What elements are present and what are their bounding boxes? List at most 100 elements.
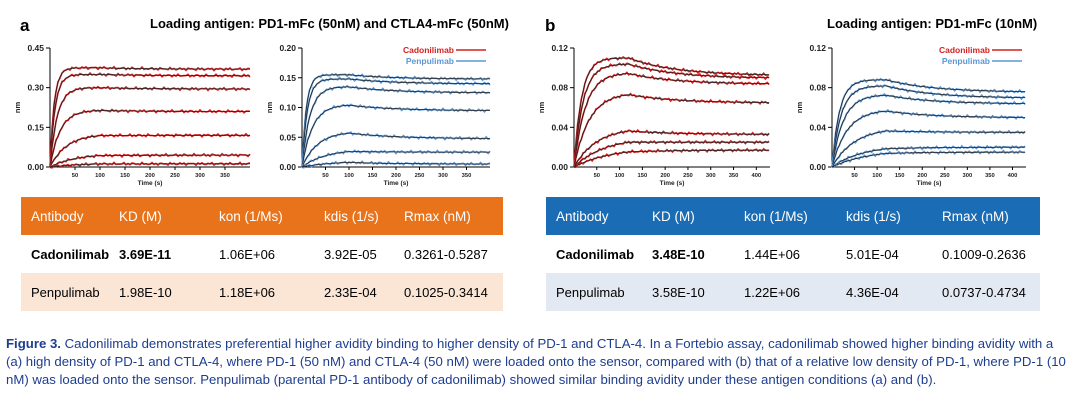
x-tick-label: 250 — [683, 173, 693, 179]
x-tick-label: 400 — [751, 173, 761, 179]
x-tick-label: 400 — [1008, 173, 1018, 179]
fit-curve — [831, 79, 1026, 168]
kinetics-table-b: Antibody KD (M) kon (1/Ms) kdis (1/s) Rm… — [546, 197, 1040, 311]
fit-curve — [831, 130, 1026, 168]
fit-curve — [49, 154, 250, 168]
y-tick-label: 0.15 — [279, 73, 296, 83]
y-tick-label: 0.04 — [551, 122, 568, 132]
table-cell: 0.1025-0.3414 — [404, 284, 488, 300]
panel-a-title: Loading antigen: PD1-mFc (50nM) and CTLA… — [150, 16, 509, 31]
fit-curve — [301, 86, 490, 168]
x-tick-label: 150 — [368, 173, 378, 179]
table-row: Penpulimab 3.58E-10 1.22E+06 4.36E-04 0.… — [546, 273, 1040, 311]
fit-curve — [573, 63, 770, 168]
fit-curve — [301, 74, 490, 168]
x-tick-label: 50 — [851, 173, 857, 179]
fit-curve — [573, 94, 770, 168]
table-b-header-row: Antibody KD (M) kon (1/Ms) kdis (1/s) Rm… — [546, 197, 1040, 235]
chart-a-cadonilimab: 0.00 0.15 0.30 0.45 50 100 150 200 250 300 350 Time… — [13, 43, 251, 187]
table-b-header: Antibody — [556, 208, 609, 224]
x-tick-label: 100 — [615, 173, 625, 179]
fit-curve — [831, 85, 1026, 168]
x-axis-label: Time (s) — [138, 180, 163, 187]
fit-curve — [301, 78, 490, 168]
fit-curve — [301, 151, 490, 168]
table-a-header: KD (M) — [119, 208, 162, 224]
fit-curve — [573, 57, 770, 168]
fit-curve — [49, 87, 250, 168]
binding-trace — [573, 147, 770, 169]
table-row: Penpulimab 1.98E-10 1.18E+06 2.33E-04 0.… — [21, 273, 503, 311]
table-cell: 1.22E+06 — [744, 284, 801, 300]
y-tick-label: 0.20 — [279, 43, 296, 53]
fit-curve — [831, 146, 1026, 168]
x-tick-label: 150 — [895, 173, 905, 179]
fit-curve — [49, 163, 250, 168]
panel-b-letter: b — [545, 16, 556, 35]
fit-curve — [49, 134, 250, 168]
legend-label: Cadonilimab — [403, 45, 454, 55]
y-tick-label: 0.12 — [809, 43, 826, 53]
binding-trace — [831, 84, 1026, 168]
table-cell: 1.18E+06 — [219, 284, 276, 300]
table-cell: Cadonilimab — [31, 246, 110, 262]
y-axis-label: nm — [795, 102, 804, 114]
x-tick-label: 350 — [985, 173, 995, 179]
x-tick-label: 250 — [415, 173, 425, 179]
x-tick-label: 50 — [322, 173, 328, 179]
figure-caption: Figure 3. Cadonilimab demonstrates prefe… — [6, 335, 1072, 389]
x-tick-label: 200 — [145, 173, 155, 179]
fit-curve — [49, 67, 250, 168]
y-axis-label: nm — [13, 102, 22, 114]
table-cell: 1.44E+06 — [744, 246, 801, 262]
binding-trace — [573, 71, 770, 168]
y-tick-label: 0.45 — [27, 43, 44, 53]
x-tick-label: 350 — [729, 173, 739, 179]
table-cell: 3.48E-10 — [652, 246, 705, 262]
fit-curve — [301, 104, 490, 168]
y-tick-label: 0.00 — [27, 162, 44, 172]
x-tick-label: 300 — [195, 173, 205, 179]
y-tick-label: 0.08 — [809, 83, 826, 93]
fit-curve — [831, 94, 1026, 168]
binding-trace — [49, 132, 251, 167]
x-tick-label: 250 — [940, 173, 950, 179]
fit-curve — [49, 73, 250, 168]
x-tick-label: 100 — [872, 173, 882, 179]
y-tick-label: 0.12 — [551, 43, 568, 53]
x-tick-label: 300 — [963, 173, 973, 179]
y-tick-label: 0.04 — [809, 122, 826, 132]
table-a-header: Antibody — [31, 208, 84, 224]
table-b-header: Rmax (nM) — [942, 208, 1009, 224]
binding-trace — [49, 65, 251, 168]
x-tick-label: 250 — [170, 173, 180, 179]
table-cell: 0.3261-0.5287 — [404, 246, 488, 262]
x-tick-label: 200 — [660, 173, 670, 179]
x-tick-label: 150 — [120, 173, 130, 179]
panel-a-letter: a — [20, 16, 30, 35]
table-b-header: kdis (1/s) — [846, 208, 901, 224]
table-cell: Penpulimab — [556, 284, 625, 300]
binding-trace — [831, 108, 1026, 168]
x-tick-label: 150 — [638, 173, 648, 179]
y-tick-label: 0.00 — [551, 162, 568, 172]
fit-curve — [573, 141, 770, 168]
table-a-header: kon (1/Ms) — [219, 208, 283, 224]
table-a-header-row: Antibody KD (M) kon (1/Ms) kdis (1/s) Rm… — [21, 197, 503, 235]
table-row: Cadonilimab 3.48E-10 1.44E+06 5.01E-04 0… — [546, 235, 1040, 273]
fit-curve — [49, 110, 250, 168]
figure-label: Figure 3. — [6, 336, 61, 351]
table-cell: Penpulimab — [31, 284, 100, 300]
legend-label: Cadonilimab — [939, 45, 990, 55]
table-cell: Cadonilimab — [556, 246, 635, 262]
fit-curve — [573, 149, 770, 168]
fit-curve — [301, 132, 490, 168]
fit-curve — [573, 73, 770, 168]
table-cell: 0.1009-0.2636 — [942, 246, 1026, 262]
x-axis-label: Time (s) — [384, 180, 409, 187]
table-cell: 5.01E-04 — [846, 246, 899, 262]
y-tick-label: 0.30 — [27, 83, 44, 93]
binding-trace — [573, 128, 770, 167]
table-b-header: KD (M) — [652, 208, 695, 224]
fit-curve — [831, 110, 1026, 168]
